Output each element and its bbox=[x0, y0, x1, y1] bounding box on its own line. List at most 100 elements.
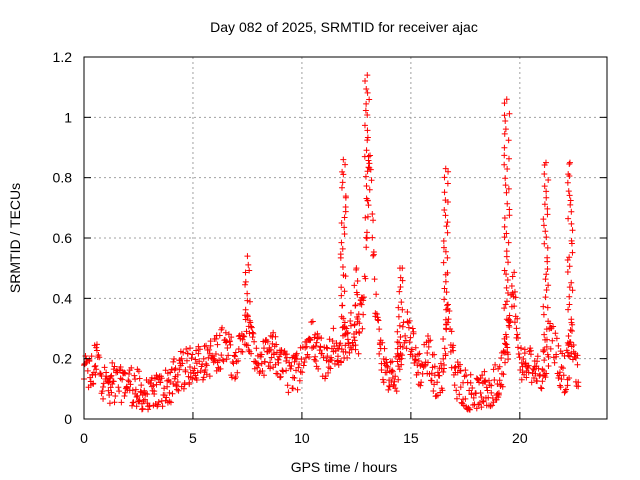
data-point bbox=[363, 147, 370, 154]
data-point bbox=[227, 341, 234, 348]
data-point bbox=[574, 352, 581, 359]
data-point bbox=[300, 362, 307, 369]
data-point bbox=[365, 153, 372, 160]
data-point bbox=[248, 350, 255, 357]
data-point bbox=[294, 386, 301, 393]
data-point bbox=[338, 359, 345, 366]
y-tick-label: 0.4 bbox=[53, 290, 73, 306]
data-point bbox=[475, 401, 482, 408]
data-point bbox=[212, 350, 219, 357]
data-point bbox=[538, 385, 545, 392]
data-point bbox=[110, 378, 117, 385]
data-point bbox=[463, 372, 470, 379]
data-point bbox=[340, 156, 347, 163]
data-point bbox=[481, 368, 488, 375]
data-point bbox=[393, 388, 400, 395]
data-point bbox=[355, 350, 362, 357]
data-point bbox=[150, 382, 157, 389]
data-point bbox=[545, 318, 552, 325]
data-point bbox=[244, 297, 251, 304]
data-point bbox=[505, 137, 512, 144]
data-point bbox=[496, 377, 503, 384]
data-point bbox=[444, 302, 451, 309]
data-point bbox=[544, 244, 551, 251]
data-point bbox=[209, 352, 216, 359]
data-point bbox=[116, 388, 123, 395]
data-point bbox=[340, 272, 347, 279]
data-point bbox=[543, 188, 550, 195]
data-point bbox=[283, 367, 290, 374]
data-point bbox=[450, 342, 457, 349]
data-point bbox=[267, 365, 274, 372]
data-point bbox=[327, 365, 334, 372]
data-point bbox=[338, 313, 345, 320]
data-point bbox=[442, 165, 449, 172]
data-point bbox=[518, 345, 525, 352]
data-point bbox=[142, 396, 149, 403]
data-point bbox=[543, 286, 550, 293]
data-point bbox=[434, 379, 441, 386]
data-point bbox=[270, 350, 277, 357]
data-point bbox=[503, 316, 510, 323]
data-point bbox=[440, 238, 447, 245]
data-point bbox=[549, 337, 556, 344]
data-point bbox=[154, 401, 161, 408]
data-point bbox=[444, 269, 451, 276]
data-point bbox=[245, 261, 252, 268]
data-point bbox=[453, 387, 460, 394]
data-point bbox=[362, 78, 369, 85]
data-point bbox=[514, 335, 521, 342]
data-point bbox=[392, 373, 399, 380]
data-point bbox=[107, 384, 114, 391]
data-point bbox=[540, 303, 547, 310]
data-point bbox=[440, 336, 447, 343]
data-point bbox=[367, 166, 374, 173]
data-point bbox=[206, 373, 213, 380]
data-point bbox=[560, 372, 567, 379]
data-point bbox=[281, 348, 288, 355]
data-point bbox=[424, 350, 431, 357]
data-point bbox=[412, 344, 419, 351]
data-point bbox=[543, 271, 550, 278]
data-point bbox=[119, 376, 126, 383]
data-point bbox=[175, 387, 182, 394]
data-point bbox=[440, 362, 447, 369]
data-point bbox=[440, 259, 447, 266]
data-point bbox=[556, 382, 563, 389]
data-point bbox=[92, 362, 99, 369]
data-point bbox=[347, 318, 354, 325]
data-point bbox=[566, 284, 573, 291]
data-point bbox=[396, 265, 403, 272]
data-point bbox=[207, 338, 214, 345]
data-point bbox=[528, 379, 535, 386]
data-point bbox=[323, 344, 330, 351]
data-point bbox=[115, 384, 122, 391]
data-point bbox=[476, 400, 483, 407]
data-point bbox=[479, 372, 486, 379]
data-point bbox=[502, 118, 509, 125]
data-point bbox=[542, 336, 549, 343]
data-point bbox=[405, 324, 412, 331]
data-point bbox=[541, 201, 548, 208]
data-point bbox=[111, 399, 118, 406]
data-point bbox=[93, 347, 100, 354]
data-point bbox=[170, 358, 177, 365]
data-point bbox=[474, 376, 481, 383]
data-point bbox=[93, 341, 100, 348]
data-point bbox=[225, 352, 232, 359]
data-point bbox=[502, 175, 509, 182]
data-point bbox=[552, 330, 559, 337]
data-point bbox=[503, 284, 510, 291]
data-point bbox=[93, 366, 100, 373]
axis-ticks bbox=[83, 56, 607, 420]
data-point bbox=[341, 331, 348, 338]
data-point bbox=[505, 185, 512, 192]
data-point bbox=[431, 363, 438, 370]
data-point bbox=[260, 372, 267, 379]
data-point bbox=[398, 361, 405, 368]
data-point bbox=[189, 376, 196, 383]
data-point bbox=[553, 353, 560, 360]
data-point bbox=[508, 283, 515, 290]
data-point bbox=[193, 377, 200, 384]
data-point bbox=[341, 214, 348, 221]
